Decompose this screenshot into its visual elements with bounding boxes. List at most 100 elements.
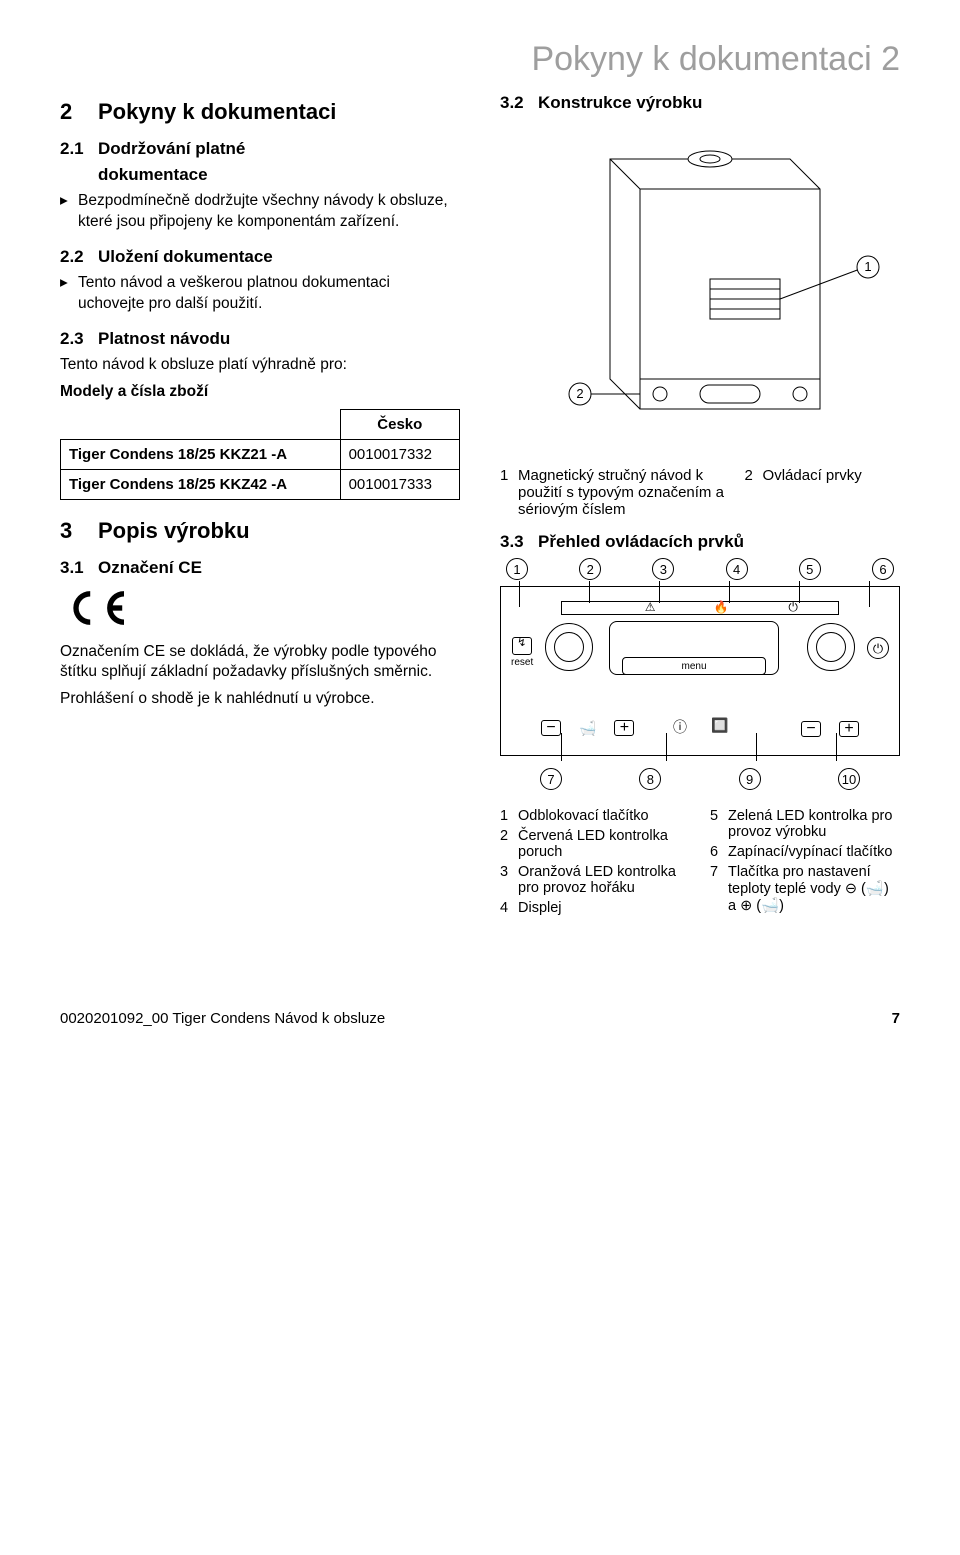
legend-item-2: 2 Ovládací prvky: [745, 467, 900, 518]
right-knob[interactable]: [807, 623, 855, 671]
section-2-title: Pokyny k dokumentaci: [98, 99, 336, 125]
models-table: Česko Tiger Condens 18/25 KKZ21 -A 00100…: [60, 409, 460, 500]
footer-page-number: 7: [892, 1010, 900, 1027]
model-cell: Tiger Condens 18/25 KKZ42 -A: [61, 469, 341, 499]
legend-item-1: 1 Magnetický stručný návod k použití s t…: [500, 467, 725, 518]
legend-item: 1Odblokovací tlačítko: [500, 808, 690, 824]
left-knob[interactable]: [545, 623, 593, 671]
table-row: Tiger Condens 18/25 KKZ21 -A 0010017332: [61, 439, 460, 469]
bullet-marker: ▸: [60, 191, 78, 233]
tap-icon: 🛁: [579, 720, 596, 737]
callout-10: 10: [838, 768, 860, 790]
plus-button[interactable]: +: [614, 720, 634, 736]
section-2-2-bullet: ▸ Tento návod a veškerou platnou dokumen…: [60, 273, 460, 315]
radiator-icon: 🔲: [711, 717, 728, 737]
section-3-1-para1: Označením CE se dokládá, že výrobky podl…: [60, 642, 460, 684]
section-2-1-bullet-text: Bezpodmínečně dodržujte všechny návody k…: [78, 191, 460, 233]
table-row: Tiger Condens 18/25 KKZ42 -A 0010017333: [61, 469, 460, 499]
section-2-3-intro: Tento návod k obsluze platí výhradně pro…: [60, 355, 460, 376]
ce-mark-icon: [60, 588, 460, 628]
legend-text: Zelená LED kontrolka pro provoz výrobku: [728, 808, 900, 840]
legend-number: 1: [500, 467, 518, 518]
callout-6: 6: [872, 558, 894, 580]
two-column-layout: 2 Pokyny k dokumentaci 2.1 Dodržování pl…: [60, 89, 900, 920]
legend-number: 2: [745, 467, 763, 518]
legend-item: 5Zelená LED kontrolka pro provoz výrobku: [710, 808, 900, 840]
left-column: 2 Pokyny k dokumentaci 2.1 Dodržování pl…: [60, 89, 460, 920]
section-2-3-heading: 2.3 Platnost návodu: [60, 329, 460, 349]
left-temp-buttons: − 🛁 +: [541, 720, 634, 737]
section-3-3-heading: 3.3 Přehled ovládacích prvků: [500, 532, 900, 552]
legend-num: 7: [710, 864, 728, 914]
legend-item: 2Červená LED kontrolka poruch: [500, 828, 690, 860]
power-icon: ⏻: [788, 600, 798, 615]
section-2-2-title: Uložení dokumentace: [98, 247, 273, 267]
legend-text: Tlačítka pro nastavení teploty teplé vod…: [728, 864, 900, 914]
table-header-row: Česko: [61, 409, 460, 439]
callout-5: 5: [799, 558, 821, 580]
flame-icon: 🔥: [714, 600, 729, 614]
boiler-callout-2: 2: [576, 386, 583, 401]
legend-text: Zapínací/vypínací tlačítko: [728, 844, 892, 860]
legend-text: Odblokovací tlačítko: [518, 808, 649, 824]
panel-callouts-top: 1 2 3 4 5 6: [500, 558, 900, 580]
section-2-2-number: 2.2: [60, 247, 98, 267]
section-2-1-bullet: ▸ Bezpodmínečně dodržujte všechny návody…: [60, 191, 460, 233]
legend-text: Displej: [518, 900, 562, 916]
center-buttons: ⓘ 🔲: [673, 717, 728, 737]
legend-item: 4Displej: [500, 900, 690, 916]
panel-indicator-bar: ⚠ 🔥 ⏻: [561, 601, 839, 615]
table-col-header: Česko: [340, 409, 459, 439]
section-3-heading: 3 Popis výrobku: [60, 518, 460, 544]
section-3-title: Popis výrobku: [98, 518, 250, 544]
section-2-1-title-line2: dokumentace: [98, 165, 460, 185]
page: Pokyny k dokumentaci 2 2 Pokyny k dokume…: [0, 0, 960, 1057]
section-3-3-title: Přehled ovládacích prvků: [538, 532, 744, 552]
page-footer: 0020201092_00 Tiger Condens Návod k obsl…: [60, 1010, 900, 1027]
section-3-1-title: Označení CE: [98, 558, 202, 578]
boiler-diagram: 1 2: [510, 119, 890, 459]
callout-8: 8: [639, 768, 661, 790]
legend-num: 6: [710, 844, 728, 860]
section-2-2-heading: 2.2 Uložení dokumentace: [60, 247, 460, 267]
footer-doc-id: 0020201092_00 Tiger Condens Návod k obsl…: [60, 1010, 385, 1027]
panel-legend-col1: 1Odblokovací tlačítko 2Červená LED kontr…: [500, 808, 690, 920]
section-2-3-number: 2.3: [60, 329, 98, 349]
legend-num: 2: [500, 828, 518, 860]
legend-item: 6Zapínací/vypínací tlačítko: [710, 844, 900, 860]
section-3-2-number: 3.2: [500, 93, 538, 113]
page-header-title: Pokyny k dokumentaci 2: [60, 40, 900, 79]
callout-3: 3: [652, 558, 674, 580]
callout-2: 2: [579, 558, 601, 580]
section-3-number: 3: [60, 518, 98, 544]
control-panel-diagram: ⚠ 🔥 ⏻ ↯ reset menu: [500, 586, 900, 756]
section-2-heading: 2 Pokyny k dokumentaci: [60, 99, 460, 125]
models-table-title: Modely a čísla zboží: [60, 382, 460, 403]
plus-button[interactable]: +: [839, 721, 859, 737]
section-3-1-heading: 3.1 Označení CE: [60, 558, 460, 578]
section-3-1-number: 3.1: [60, 558, 98, 578]
section-2-1-heading: 2.1 Dodržování platné: [60, 139, 460, 159]
minus-button[interactable]: −: [801, 721, 821, 737]
legend-text: Červená LED kontrolka poruch: [518, 828, 690, 860]
display-screen: menu: [609, 621, 779, 675]
reset-button[interactable]: ↯ reset: [511, 637, 533, 668]
info-icon: ⓘ: [673, 717, 687, 737]
power-button[interactable]: ⏻: [867, 637, 889, 659]
code-cell: 0010017332: [340, 439, 459, 469]
legend-item: 3Oranžová LED kontrolka pro provoz hořák…: [500, 864, 690, 896]
minus-button[interactable]: −: [541, 720, 561, 736]
right-column: 3.2 Konstrukce výrobku: [500, 89, 900, 920]
callout-9: 9: [739, 768, 761, 790]
menu-label: menu: [622, 657, 766, 675]
callout-1: 1: [506, 558, 528, 580]
diagram-3-2-legend: 1 Magnetický stručný návod k použití s t…: [500, 467, 900, 518]
legend-text: Oranžová LED kontrolka pro provoz hořáku: [518, 864, 690, 896]
legend-num: 5: [710, 808, 728, 840]
section-3-2-title: Konstrukce výrobku: [538, 93, 702, 113]
right-temp-buttons: − +: [801, 721, 859, 737]
legend-num: 4: [500, 900, 518, 916]
panel-legend: 1Odblokovací tlačítko 2Červená LED kontr…: [500, 808, 900, 920]
warning-icon: ⚠: [645, 600, 656, 614]
table-empty-header: [61, 409, 341, 439]
